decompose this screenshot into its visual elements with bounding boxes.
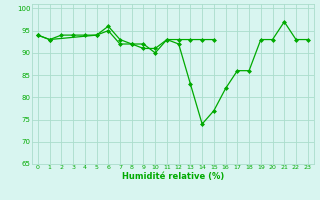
X-axis label: Humidité relative (%): Humidité relative (%) (122, 172, 224, 181)
